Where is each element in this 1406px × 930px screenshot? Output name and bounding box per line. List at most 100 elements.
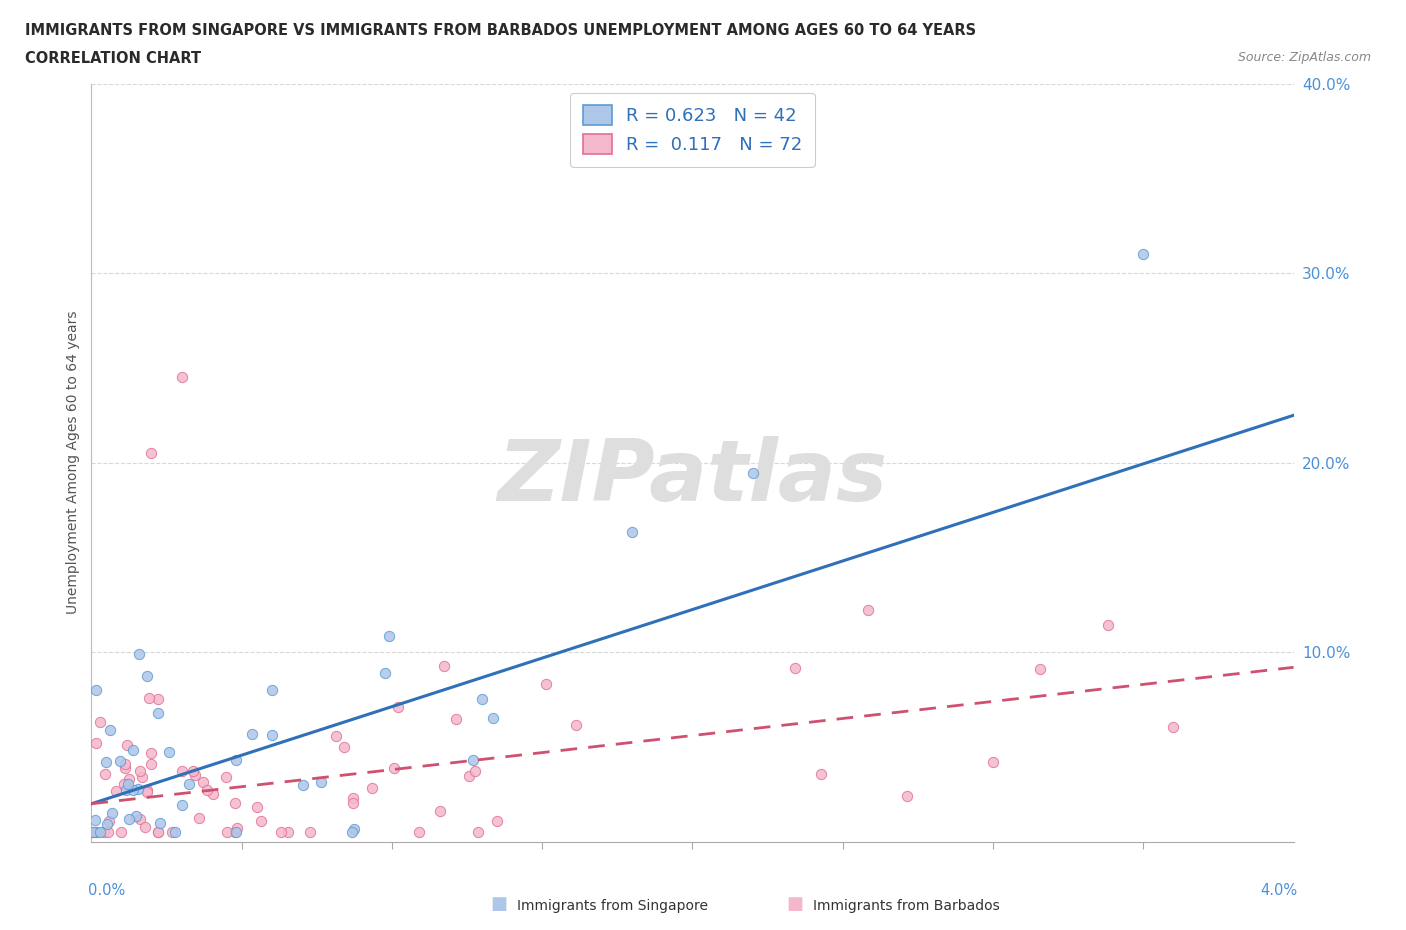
Point <box>486 814 509 829</box>
Point <box>187 810 209 825</box>
Point <box>146 825 169 840</box>
Point <box>564 718 586 733</box>
Point <box>141 445 163 460</box>
Point <box>110 825 132 840</box>
Point <box>131 769 153 784</box>
Point <box>128 811 150 826</box>
Point <box>482 711 505 725</box>
Point <box>260 683 283 698</box>
Point <box>148 691 170 706</box>
Point <box>136 782 159 797</box>
Point <box>309 775 332 790</box>
Point <box>115 737 138 752</box>
Text: Immigrants from Singapore: Immigrants from Singapore <box>517 899 709 913</box>
Point <box>93 767 115 782</box>
Point <box>382 761 405 776</box>
Point <box>181 764 204 778</box>
Point <box>342 791 364 806</box>
Point <box>246 800 269 815</box>
Point <box>270 825 292 840</box>
Point <box>374 666 396 681</box>
Text: CORRELATION CHART: CORRELATION CHART <box>25 51 201 66</box>
Point <box>141 756 163 771</box>
Point <box>104 783 127 798</box>
Point <box>163 825 186 840</box>
Point <box>82 825 104 840</box>
Point <box>299 825 322 840</box>
Point <box>86 736 108 751</box>
Point <box>225 752 247 767</box>
Text: Source: ZipAtlas.com: Source: ZipAtlas.com <box>1237 51 1371 64</box>
Point <box>250 814 273 829</box>
Point <box>433 658 456 673</box>
Text: ZIPatlas: ZIPatlas <box>498 436 887 519</box>
Point <box>118 812 141 827</box>
Point <box>149 816 172 830</box>
Point <box>342 796 364 811</box>
Point <box>225 825 247 840</box>
Point <box>260 728 283 743</box>
Point <box>783 660 806 675</box>
Point <box>340 825 363 840</box>
Point <box>342 821 364 836</box>
Text: Immigrants from Barbados: Immigrants from Barbados <box>813 899 1000 913</box>
Point <box>1132 246 1154 261</box>
Point <box>112 777 135 791</box>
Point <box>444 711 467 726</box>
Point <box>408 825 430 840</box>
Point <box>856 603 879 618</box>
Point <box>97 825 120 840</box>
Point <box>896 789 918 804</box>
Point <box>225 820 247 835</box>
Point <box>128 646 150 661</box>
Point <box>464 764 486 778</box>
Point <box>172 798 194 813</box>
Point <box>429 804 451 818</box>
Point <box>122 743 145 758</box>
Point <box>621 525 644 539</box>
Point <box>741 466 763 481</box>
Point <box>461 753 484 768</box>
Point <box>115 783 138 798</box>
Point <box>172 764 194 778</box>
Point <box>122 783 145 798</box>
Point <box>215 769 238 784</box>
Point <box>1097 618 1119 632</box>
Point <box>84 825 107 840</box>
Point <box>179 776 201 790</box>
Point <box>184 767 207 782</box>
Text: IMMIGRANTS FROM SINGAPORE VS IMMIGRANTS FROM BARBADOS UNEMPLOYMENT AMONG AGES 60: IMMIGRANTS FROM SINGAPORE VS IMMIGRANTS … <box>25 23 976 38</box>
Legend: R = 0.623   N = 42, R =  0.117   N = 72: R = 0.623 N = 42, R = 0.117 N = 72 <box>569 93 815 166</box>
Point <box>471 692 494 707</box>
Y-axis label: Unemployment Among Ages 60 to 64 years: Unemployment Among Ages 60 to 64 years <box>66 311 80 615</box>
Point <box>217 825 239 840</box>
Point <box>1161 720 1184 735</box>
Point <box>101 805 124 820</box>
Point <box>332 739 354 754</box>
Point <box>146 825 169 840</box>
Point <box>457 769 479 784</box>
Point <box>80 825 103 840</box>
Point <box>467 825 489 840</box>
Point <box>138 690 160 705</box>
Point <box>191 775 214 790</box>
Point <box>224 796 246 811</box>
Point <box>84 683 107 698</box>
Point <box>1029 661 1052 676</box>
Point <box>292 777 315 792</box>
Point <box>202 787 225 802</box>
Point <box>810 766 832 781</box>
Point <box>127 781 149 796</box>
Point <box>114 761 136 776</box>
Point <box>84 812 107 827</box>
Point <box>125 809 148 824</box>
Point <box>157 744 180 759</box>
Point <box>141 745 163 760</box>
Point <box>277 825 299 840</box>
Point <box>135 669 157 684</box>
Point <box>136 785 159 800</box>
Text: ■: ■ <box>491 896 508 913</box>
Point <box>361 781 384 796</box>
Point <box>118 771 141 786</box>
Point <box>114 756 136 771</box>
